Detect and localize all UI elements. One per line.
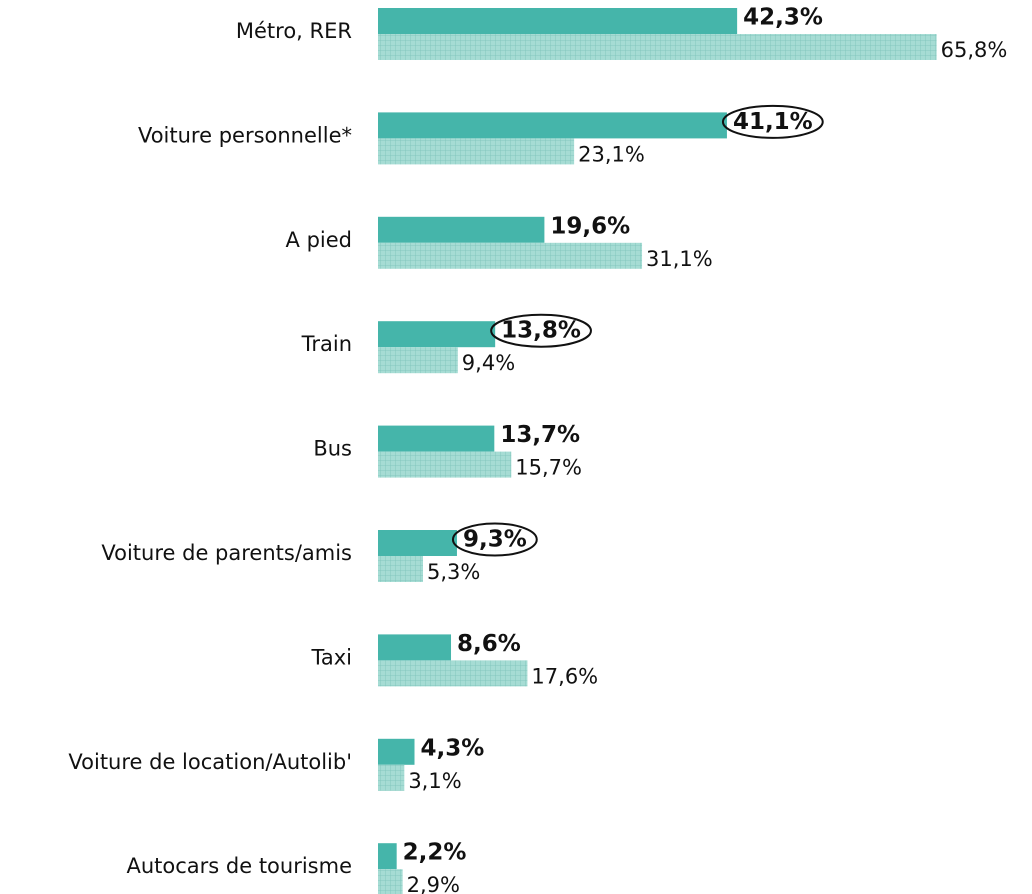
- category-label: Taxi: [311, 645, 352, 669]
- bar: [378, 8, 738, 34]
- value-label: 41,1%: [733, 109, 813, 135]
- value-label: 4,3%: [421, 735, 485, 761]
- value-label: 13,7%: [500, 422, 580, 448]
- bar: [378, 556, 423, 582]
- category-label: A pied: [286, 228, 352, 252]
- category-label: Métro, RER: [236, 19, 352, 43]
- bar: [378, 660, 528, 687]
- value-label: 19,6%: [550, 213, 630, 239]
- highlight-circle: [451, 522, 538, 557]
- bar: [378, 242, 643, 269]
- value-label: 13,8%: [501, 318, 581, 344]
- bar: [378, 530, 457, 556]
- bar: [378, 216, 545, 243]
- value-label: 15,7%: [515, 456, 582, 480]
- value-label: 3,1%: [408, 769, 461, 793]
- value-label: 8,6%: [457, 631, 521, 657]
- bar: [378, 34, 937, 60]
- bar: [378, 138, 575, 165]
- value-label: 2,2%: [403, 840, 467, 866]
- bar: [378, 843, 397, 870]
- value-label: 23,1%: [578, 142, 645, 166]
- bar: [378, 764, 405, 791]
- bar: [378, 869, 403, 894]
- value-label: 2,9%: [407, 873, 460, 894]
- category-label: Autocars de tourisme: [126, 854, 352, 878]
- highlight-circle: [490, 313, 592, 348]
- bar: [378, 347, 458, 374]
- value-label: 9,4%: [462, 351, 515, 375]
- category-label: Bus: [313, 437, 352, 461]
- value-label: 31,1%: [646, 247, 713, 271]
- bar: [378, 634, 452, 661]
- value-label: 42,3%: [743, 5, 823, 31]
- value-label: 17,6%: [531, 664, 598, 688]
- category-label: Voiture personnelle*: [138, 123, 352, 147]
- bar: [378, 451, 512, 478]
- highlight-circle: [721, 104, 824, 139]
- bar: [378, 112, 727, 139]
- category-label: Voiture de location/Autolib': [68, 750, 352, 774]
- value-label: 5,3%: [427, 560, 480, 584]
- value-label: 65,8%: [941, 38, 1008, 62]
- bar: [378, 321, 496, 348]
- value-label: 9,3%: [463, 527, 527, 553]
- category-label: Voiture de parents/amis: [101, 541, 352, 565]
- bar: [378, 425, 495, 452]
- category-label: Train: [301, 332, 352, 356]
- bar: [378, 738, 415, 765]
